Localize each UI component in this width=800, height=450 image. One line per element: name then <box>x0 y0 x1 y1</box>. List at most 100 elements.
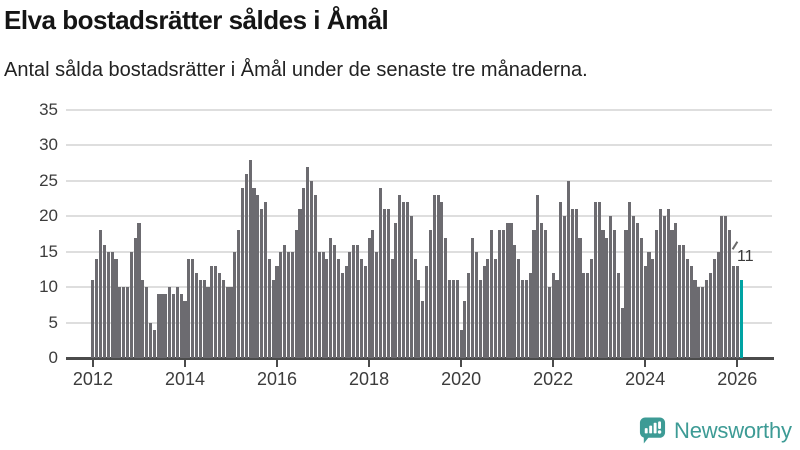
bar <box>655 230 659 358</box>
bar <box>471 237 475 358</box>
bar <box>451 280 455 358</box>
bar <box>540 223 544 358</box>
bar <box>298 209 302 358</box>
bar <box>248 159 252 358</box>
bar <box>647 251 651 358</box>
bar <box>440 202 444 358</box>
bar <box>168 287 172 358</box>
bar <box>532 230 536 358</box>
bar <box>708 272 712 358</box>
bar <box>306 166 310 358</box>
bar <box>421 301 425 358</box>
gridline <box>66 215 772 218</box>
bar <box>382 209 386 358</box>
bar <box>586 272 590 358</box>
bar <box>417 280 421 358</box>
bar <box>125 287 129 358</box>
bar <box>309 180 314 358</box>
bar <box>183 301 187 358</box>
bar <box>340 272 344 358</box>
bar <box>275 265 279 358</box>
bar <box>543 230 548 358</box>
bar <box>187 258 191 358</box>
bar <box>91 280 95 358</box>
newsworthy-logo-icon <box>639 417 666 444</box>
x-axis-tick-label: 2014 <box>164 369 205 389</box>
bar <box>394 223 398 358</box>
bar <box>317 251 321 358</box>
bar <box>256 195 260 358</box>
last-value-label: 11 <box>737 248 754 265</box>
bar <box>570 209 574 358</box>
bar <box>290 251 294 358</box>
bar <box>720 216 724 358</box>
bar <box>179 294 183 358</box>
x-axis-tick <box>736 359 739 367</box>
bar <box>478 280 482 358</box>
bar <box>344 265 348 358</box>
bar <box>547 287 551 358</box>
bar <box>164 294 168 358</box>
bar <box>593 202 597 358</box>
bar <box>386 209 390 358</box>
chart-subtitle: Antal sålda bostadsrätter i Åmål under d… <box>4 59 588 81</box>
bar <box>202 280 206 358</box>
bar <box>402 202 406 358</box>
bar <box>95 258 99 358</box>
bar <box>198 280 202 358</box>
bar <box>279 251 283 358</box>
gridline <box>66 250 772 253</box>
bar <box>379 187 383 358</box>
bar <box>536 195 540 358</box>
bar <box>597 202 601 358</box>
bar <box>217 272 222 358</box>
x-axis-tick-label: 2016 <box>256 369 298 389</box>
bar <box>413 258 417 358</box>
bar <box>643 265 647 358</box>
x-axis-tick <box>644 359 647 367</box>
x-axis-tick-label: 2020 <box>441 369 482 389</box>
bar <box>371 230 375 358</box>
bar <box>283 244 287 358</box>
bar <box>160 294 164 358</box>
bar <box>662 216 666 358</box>
bar <box>436 195 440 358</box>
bar <box>260 209 264 358</box>
bar <box>194 272 199 358</box>
bar <box>735 265 739 358</box>
bar <box>448 280 452 358</box>
bar <box>233 251 237 358</box>
bar <box>333 244 337 358</box>
bar <box>628 202 632 358</box>
brand-footer: Newsworthy <box>638 416 792 445</box>
bar <box>122 287 126 358</box>
x-axis-tick-label: 2022 <box>533 369 574 389</box>
bar <box>616 272 620 358</box>
bar <box>145 287 149 358</box>
bar <box>240 187 245 358</box>
bar <box>271 280 275 358</box>
bar <box>267 258 271 358</box>
bar <box>286 251 291 358</box>
bar <box>409 216 413 358</box>
y-axis-tick-label: 0 <box>48 348 58 367</box>
bar <box>348 251 352 358</box>
x-axis-tick-label: 2012 <box>72 369 113 389</box>
bar <box>152 329 156 358</box>
chart-title: Elva bostadsrätter såldes i Åmål <box>4 5 389 35</box>
bar <box>206 287 210 358</box>
bar <box>359 258 363 358</box>
bar <box>674 223 678 358</box>
bar <box>555 280 559 358</box>
bar <box>494 258 498 358</box>
bar <box>444 237 448 358</box>
bar <box>716 251 720 358</box>
bar <box>501 230 505 358</box>
bar <box>467 272 471 358</box>
bar <box>225 287 229 358</box>
bar <box>171 294 176 358</box>
bar <box>133 237 137 358</box>
bar <box>191 258 195 358</box>
